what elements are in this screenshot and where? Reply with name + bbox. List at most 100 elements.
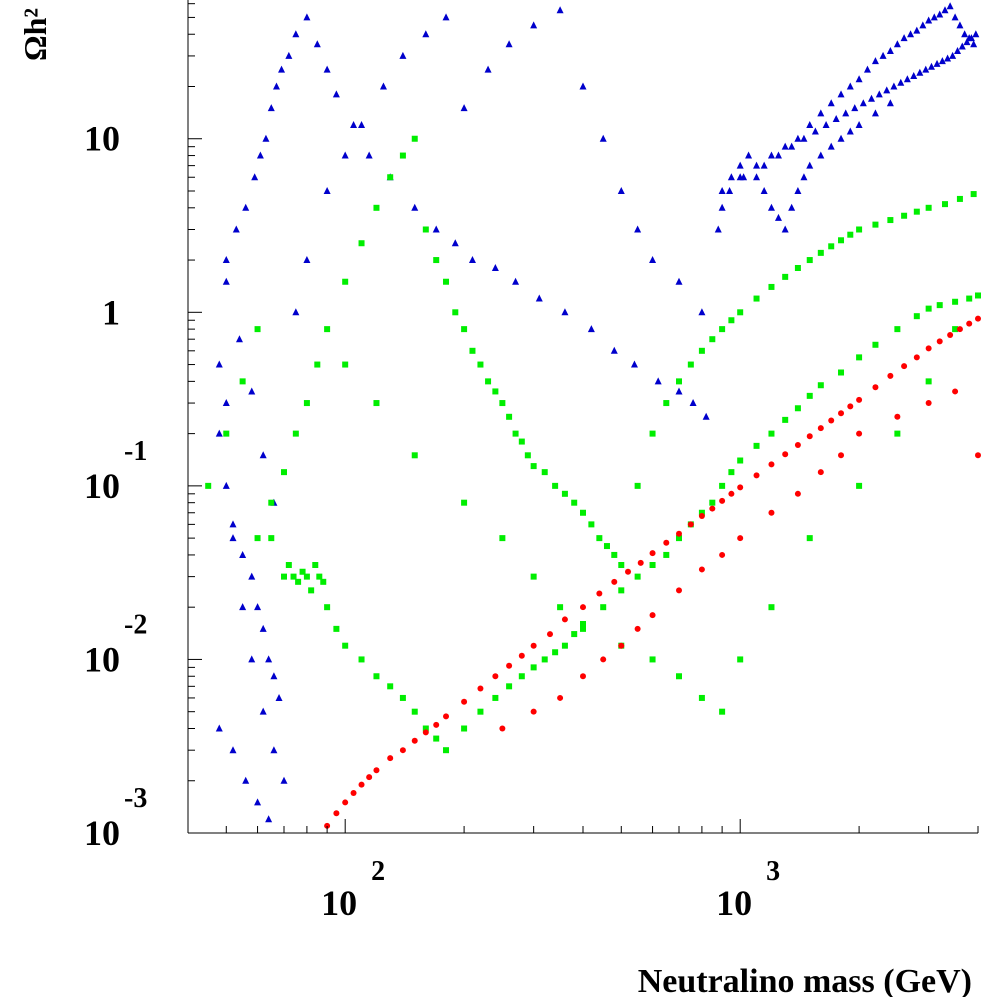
data-point xyxy=(248,655,256,663)
data-point xyxy=(232,225,240,233)
data-point xyxy=(842,109,850,117)
data-point xyxy=(222,277,230,285)
data-point xyxy=(698,347,705,354)
data-point xyxy=(737,535,744,542)
data-point xyxy=(817,151,825,159)
data-point xyxy=(333,625,340,632)
data-point xyxy=(800,173,808,181)
data-point xyxy=(484,65,492,73)
y-tick-label: 1 xyxy=(102,292,120,332)
data-point xyxy=(947,332,954,339)
data-point xyxy=(422,725,429,732)
data-point xyxy=(698,509,705,516)
data-point xyxy=(373,767,380,774)
data-point xyxy=(728,469,735,476)
data-point xyxy=(875,90,883,98)
data-point xyxy=(588,521,595,528)
data-point xyxy=(518,673,525,680)
data-point xyxy=(698,566,705,573)
data-point xyxy=(916,68,924,76)
data-point xyxy=(312,562,319,569)
data-point xyxy=(675,387,683,395)
data-point xyxy=(541,656,548,663)
data-point xyxy=(753,161,761,169)
data-point xyxy=(952,298,959,305)
data-point xyxy=(894,326,901,333)
data-point xyxy=(856,226,863,233)
data-point xyxy=(299,568,306,575)
data-point xyxy=(856,482,863,489)
data-point xyxy=(387,683,394,690)
data-point xyxy=(580,673,586,680)
data-point xyxy=(806,535,813,542)
data-point xyxy=(856,430,863,437)
data-point xyxy=(871,57,879,65)
data-point xyxy=(649,430,656,437)
data-point xyxy=(580,621,586,628)
data-point xyxy=(485,378,492,385)
data-point xyxy=(871,109,879,117)
data-point xyxy=(867,94,875,102)
data-point xyxy=(303,13,311,21)
data-point xyxy=(587,325,595,333)
data-point xyxy=(753,442,760,449)
data-point xyxy=(709,499,716,506)
data-point xyxy=(600,604,607,611)
data-point xyxy=(350,120,358,128)
data-point xyxy=(506,662,513,669)
data-point xyxy=(433,735,440,742)
data-point xyxy=(215,429,223,437)
data-point xyxy=(292,430,299,437)
data-point xyxy=(506,413,513,420)
data-point xyxy=(637,559,644,566)
data-point xyxy=(951,13,959,21)
data-point xyxy=(324,822,331,829)
data-point xyxy=(767,203,775,211)
data-point xyxy=(719,551,726,558)
data-point xyxy=(630,360,638,368)
data-point xyxy=(963,38,971,46)
data-point xyxy=(617,186,625,194)
data-point xyxy=(235,335,243,343)
data-point xyxy=(886,99,894,107)
data-point xyxy=(970,40,978,48)
data-point xyxy=(728,317,735,324)
data-point xyxy=(422,729,429,736)
data-point xyxy=(897,78,905,86)
data-point xyxy=(552,482,559,489)
data-point xyxy=(512,430,519,437)
data-point xyxy=(268,535,275,542)
data-point xyxy=(443,278,450,285)
data-point xyxy=(863,65,871,73)
data-point xyxy=(452,309,459,316)
data-point xyxy=(946,2,954,10)
series-triangle-points xyxy=(215,2,980,823)
data-point xyxy=(828,417,835,424)
data-point xyxy=(571,631,578,638)
data-point xyxy=(541,469,548,476)
data-point xyxy=(837,90,845,98)
data-point xyxy=(709,336,716,343)
data-point xyxy=(259,624,267,632)
data-point xyxy=(737,309,744,316)
data-point xyxy=(358,656,365,663)
data-point xyxy=(676,673,682,680)
data-point xyxy=(215,360,223,368)
data-point xyxy=(342,642,349,649)
data-point xyxy=(698,513,705,520)
data-point xyxy=(342,361,349,368)
data-point xyxy=(460,104,468,112)
data-point xyxy=(753,173,761,181)
data-point xyxy=(254,798,262,806)
data-point xyxy=(373,673,380,680)
data-point xyxy=(811,127,819,135)
data-point xyxy=(856,354,863,361)
data-point xyxy=(303,400,310,407)
data-point xyxy=(956,326,963,333)
data-point xyxy=(698,308,706,316)
data-point xyxy=(910,71,918,79)
data-point xyxy=(366,774,373,781)
data-points xyxy=(205,2,981,829)
